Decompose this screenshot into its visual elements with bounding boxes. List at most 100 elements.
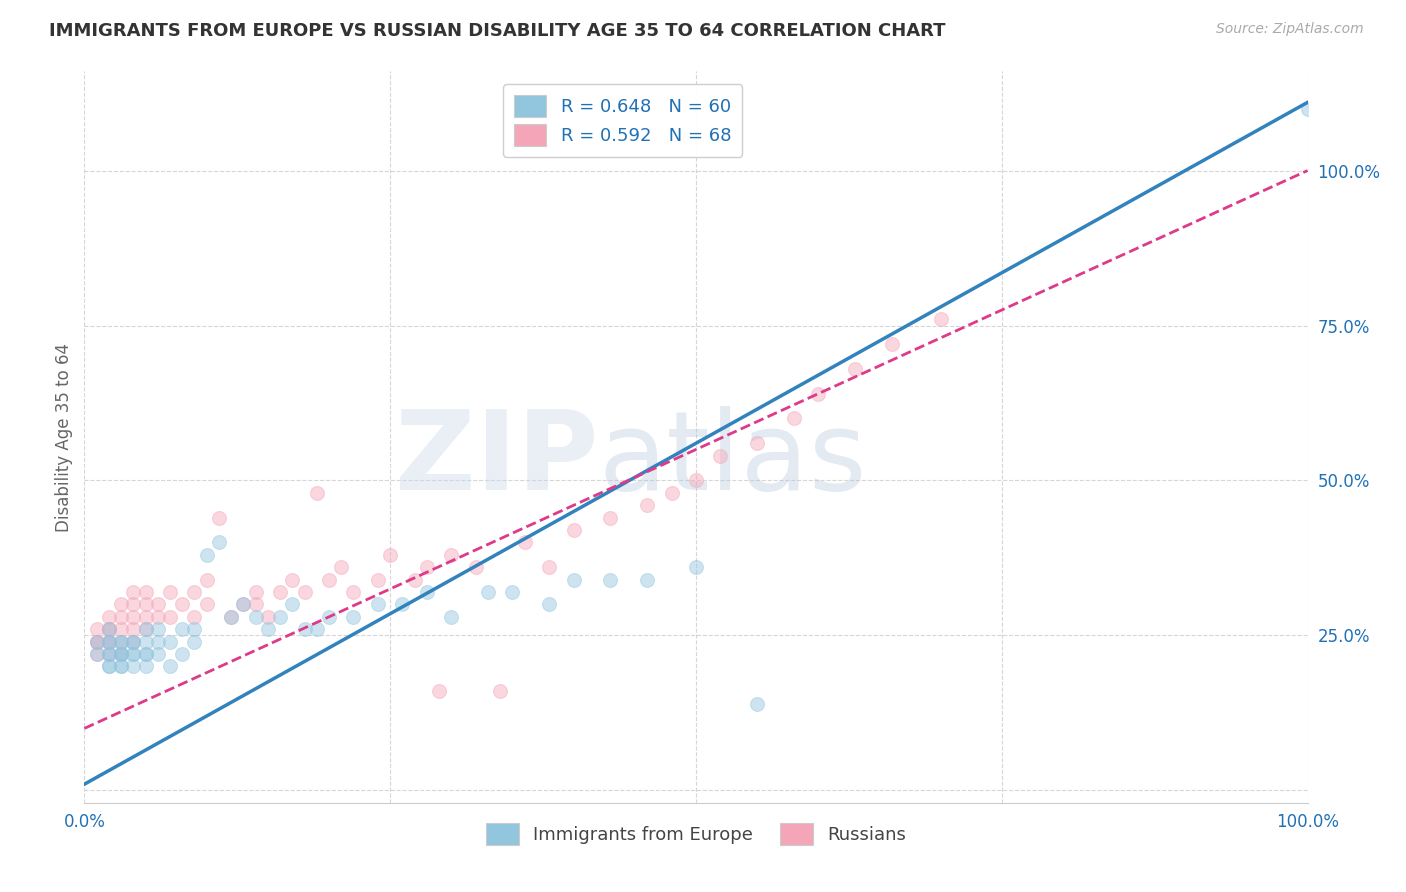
Point [562,573,585,587]
Point [929,312,952,326]
Point [183,585,205,599]
Point [122,647,145,661]
Point [159,634,181,648]
Point [110,610,132,624]
Point [427,684,450,698]
Point [86,634,108,648]
Point [219,610,242,624]
Point [636,498,658,512]
Point [245,598,267,612]
Text: IMMIGRANTS FROM EUROPE VS RUSSIAN DISABILITY AGE 35 TO 64 CORRELATION CHART: IMMIGRANTS FROM EUROPE VS RUSSIAN DISABI… [49,22,946,40]
Point [208,535,231,549]
Point [747,436,769,450]
Point [464,560,486,574]
Point [110,647,132,661]
Point [97,622,120,636]
Point [880,337,903,351]
Point [97,647,120,661]
Point [318,610,340,624]
Point [318,573,340,587]
Point [1296,102,1319,116]
Point [122,647,145,661]
Point [269,610,291,624]
Point [97,610,120,624]
Point [330,560,353,574]
Legend: Immigrants from Europe, Russians: Immigrants from Europe, Russians [479,816,912,852]
Point [159,585,181,599]
Point [122,622,145,636]
Point [110,622,132,636]
Point [562,523,585,537]
Point [110,659,132,673]
Point [122,659,145,673]
Point [380,548,402,562]
Point [172,647,194,661]
Point [538,598,561,612]
Point [685,560,707,574]
Point [807,386,830,401]
Point [245,610,267,624]
Point [122,634,145,648]
Point [110,647,132,661]
Point [195,573,218,587]
Point [661,486,683,500]
Point [97,659,120,673]
Point [172,622,194,636]
Point [232,598,254,612]
Point [97,647,120,661]
Point [122,634,145,648]
Point [110,634,132,648]
Point [489,684,512,698]
Point [513,535,536,549]
Point [135,647,157,661]
Point [86,647,108,661]
Point [195,548,218,562]
Point [86,647,108,661]
Point [122,610,145,624]
Point [110,647,132,661]
Point [783,411,806,425]
Point [159,659,181,673]
Point [135,622,157,636]
Point [281,598,304,612]
Point [110,647,132,661]
Point [135,622,157,636]
Point [97,634,120,648]
Point [219,610,242,624]
Point [281,573,304,587]
Point [636,573,658,587]
Point [135,610,157,624]
Point [146,598,169,612]
Point [404,573,426,587]
Point [538,560,561,574]
Point [146,634,169,648]
Point [440,610,463,624]
Point [305,486,328,500]
Text: ZIP: ZIP [395,406,598,513]
Point [159,610,181,624]
Point [502,585,524,599]
Point [747,697,769,711]
Point [709,449,731,463]
Point [599,573,621,587]
Point [97,622,120,636]
Point [146,610,169,624]
Point [86,634,108,648]
Point [257,622,280,636]
Point [172,598,194,612]
Point [183,610,205,624]
Point [183,622,205,636]
Point [342,585,364,599]
Point [208,510,231,524]
Point [294,585,316,599]
Point [97,622,120,636]
Point [146,622,169,636]
Point [294,622,316,636]
Point [135,598,157,612]
Point [269,585,291,599]
Point [122,585,145,599]
Point [110,634,132,648]
Text: atlas: atlas [598,406,866,513]
Point [440,548,463,562]
Point [146,647,169,661]
